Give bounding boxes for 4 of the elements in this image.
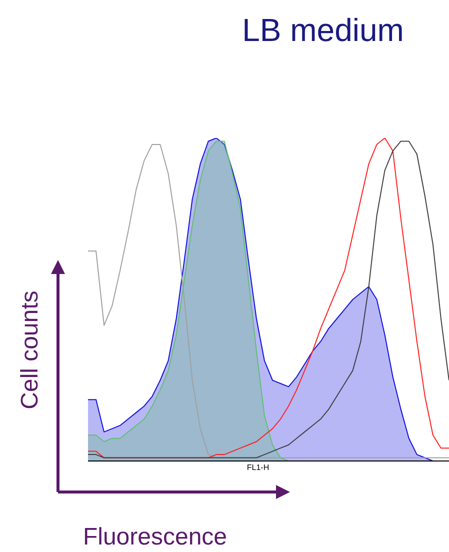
x-axis-title: Fluorescence: [82, 524, 228, 550]
y-axis-title: Cell counts: [16, 290, 44, 410]
chart-title: LB medium: [241, 12, 405, 49]
text: FL1-H: [246, 463, 270, 472]
